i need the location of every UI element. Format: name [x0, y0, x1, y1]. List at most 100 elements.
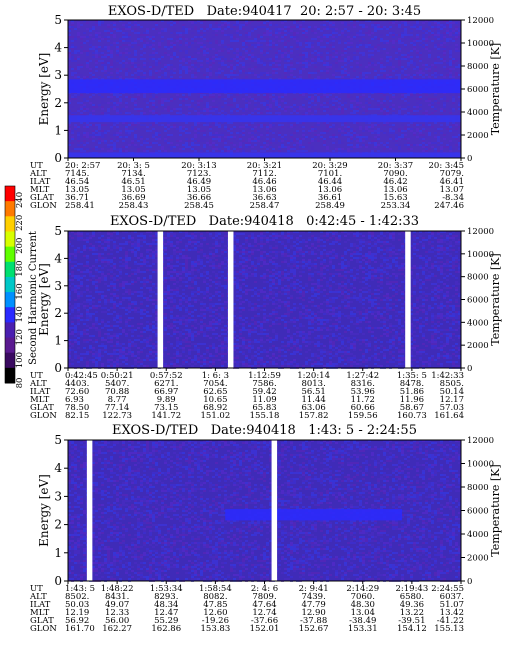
ephemeris-value: 53.96 [351, 387, 375, 397]
ephemeris-value: 51.86 [400, 387, 424, 397]
ephemeris-value: 151.02 [201, 411, 231, 421]
ephemeris-value: 9.89 [157, 395, 176, 405]
ephemeris-value: 162.86 [151, 624, 181, 634]
ephemeris-value: 36.61 [318, 193, 342, 203]
ephemeris-row-label: ILAT [30, 387, 51, 397]
energy-tick-label: 3 [54, 489, 62, 503]
temperature-tick-label: 6000 [467, 296, 489, 306]
ephemeris-value: 46.46 [252, 177, 276, 187]
ephemeris-row-label: UT [30, 584, 43, 594]
ephemeris-value: 82.15 [65, 411, 89, 421]
intensity-band-2 [68, 115, 461, 123]
ephemeris-value: 20: 3:37 [378, 161, 413, 171]
ephemeris-value: 7123. [187, 169, 211, 179]
energy-tick-label: 5 [54, 433, 62, 447]
panel-title: EXOS-D/TED Date:940418 0:42:45 - 1:42:33 [110, 214, 419, 229]
temperature-axis-label: Temperature [K] [489, 43, 502, 135]
ephemeris-value: 78.50 [65, 403, 89, 413]
ephemeris-value: 153.83 [201, 624, 231, 634]
ephemeris-row-label: MLT [30, 395, 50, 405]
spectrogram-texture [68, 231, 461, 369]
ephemeris-value: 20: 3:29 [312, 161, 347, 171]
ephemeris-table: UT 1:43: 5 1:48:22 1:53:34 1:58:54 2: 4: 6 2: … [29, 584, 464, 634]
temperature-tick-label: 8000 [467, 62, 489, 72]
energy-tick-label: 0 [54, 361, 62, 375]
temperature-tick-label: 8000 [467, 273, 489, 283]
ephemeris-value: 1:27:42 [346, 371, 379, 381]
ephemeris-value: 1: 6: 3 [202, 371, 229, 381]
ephemeris-value: 6037. [440, 592, 464, 602]
data-gap-2 [271, 440, 278, 581]
ephemeris-row-label: GLAT [30, 403, 54, 413]
ephemeris-value: 1:43: 5 [65, 584, 95, 594]
ephemeris-value: 8316. [351, 379, 375, 389]
temperature-tick-label: 12000 [467, 16, 494, 26]
ephemeris-value: 13.42 [440, 608, 464, 618]
color-scale-label: Second Harmonic Current [28, 231, 39, 365]
temperature-tick-label: 10000 [467, 39, 494, 49]
ephemeris-row-label: MLT [30, 608, 50, 618]
ephemeris-value: 6.93 [65, 395, 84, 405]
ephemeris-value: 59.42 [252, 387, 276, 397]
ephemeris-value: 1:42:33 [431, 371, 464, 381]
color-scale-tick: 180 [15, 261, 25, 277]
energy-tick-label: 0 [54, 574, 62, 588]
color-scale-swatch [5, 246, 15, 263]
ephemeris-value: 247.46 [434, 201, 464, 211]
ephemeris-value: 36.69 [121, 193, 145, 203]
ephemeris-row-label: GLAT [30, 616, 54, 626]
ephemeris-value: 7134. [121, 169, 145, 179]
ephemeris-value: 8502. [65, 592, 89, 602]
ephemeris-value: 11.44 [301, 395, 325, 405]
color-scale-frame [4, 185, 16, 384]
ephemeris-row-label: UT [30, 371, 43, 381]
temperature-tick-label: 0 [467, 364, 472, 374]
ephemeris-value: 15.63 [383, 193, 407, 203]
ephemeris-value: 258.49 [315, 201, 345, 211]
ephemeris-table: UT 0:42:45 0:50:21 0:57:52 1: 6: 3 1:12:59 1:2… [29, 371, 464, 421]
ephemeris-value: 258.45 [184, 201, 214, 211]
ephemeris-value: -39.51 [398, 616, 425, 626]
ephemeris-row-label: ILAT [30, 600, 51, 610]
temperature-tick-label: 8000 [467, 483, 489, 493]
ephemeris-row-label: ALT [29, 379, 47, 389]
ephemeris-row-label: GLON [30, 624, 57, 634]
data-gap-1 [86, 440, 93, 581]
ephemeris-value: 66.97 [154, 387, 178, 397]
ephemeris-value: 13.06 [318, 185, 342, 195]
ephemeris-value: 20: 3:45 [429, 161, 464, 171]
ephemeris-value: 50.03 [65, 600, 89, 610]
ephemeris-value: 73.15 [154, 403, 178, 413]
color-scale-swatch [5, 337, 15, 354]
color-scale-tick: 140 [15, 306, 25, 322]
energy-tick-label: 4 [54, 41, 62, 55]
ephemeris-value: 258.47 [250, 201, 280, 211]
ephemeris-value: 72.60 [65, 387, 89, 397]
ephemeris-value: 13.05 [187, 185, 211, 195]
ephemeris-value: 12.74 [252, 608, 276, 618]
ephemeris-value: 7060. [351, 592, 375, 602]
temperature-axis-label: Temperature [K] [489, 464, 502, 556]
ephemeris-value: 10.65 [203, 395, 227, 405]
ephemeris-table: UT 20: 2:57 20: 3: 5 20: 3:13 20: 3:21 20: 3:… [29, 161, 464, 211]
color-scale-swatch [5, 352, 15, 369]
color-scale-swatch [5, 201, 15, 217]
data-gap-1 [157, 231, 164, 368]
ephemeris-value: 13.22 [400, 608, 424, 618]
ephemeris-value: 153.31 [348, 624, 378, 634]
ephemeris-value: 50.14 [440, 387, 464, 397]
ephemeris-value: 62.65 [203, 387, 227, 397]
ephemeris-value: 2:14:29 [346, 584, 379, 594]
ephemeris-value: 0:50:21 [101, 371, 134, 381]
ephemeris-value: 58.67 [400, 403, 424, 413]
ephemeris-value: 4403. [65, 379, 89, 389]
ephemeris-value: -41.22 [437, 616, 464, 626]
energy-tick-label: 5 [54, 13, 62, 27]
ephemeris-value: 161.64 [434, 411, 464, 421]
ephemeris-value: 13.05 [65, 185, 89, 195]
color-scale-swatch [5, 292, 15, 308]
ephemeris-value: 152.67 [299, 624, 329, 634]
ephemeris-value: 7586. [252, 379, 276, 389]
color-scale-swatch [5, 367, 15, 384]
ephemeris-value: 253.34 [381, 201, 411, 211]
